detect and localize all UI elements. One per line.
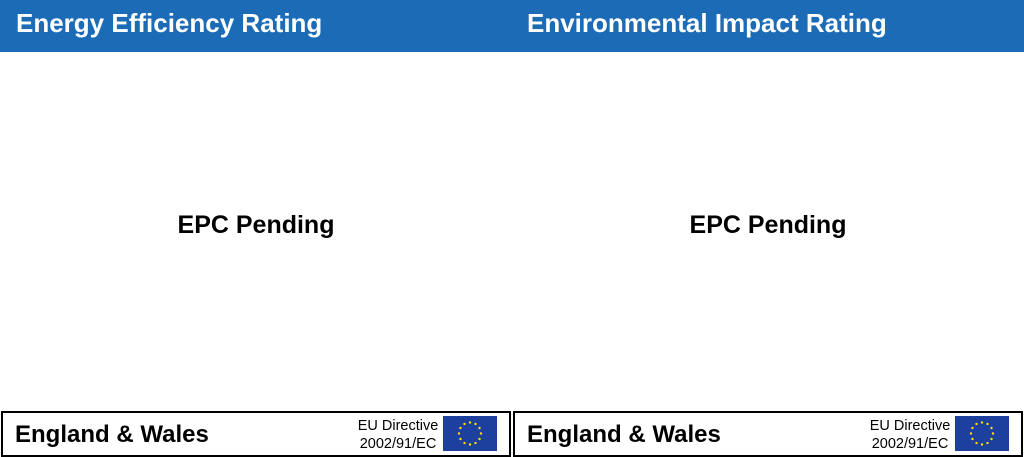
directive-label: EU Directive 2002/91/EC <box>348 417 448 453</box>
flag-star <box>457 432 461 435</box>
energy-status: EPC Pending <box>177 211 335 239</box>
energy-efficiency-title: Energy Efficiency Rating <box>16 8 323 38</box>
eu-flag-icon <box>955 416 1009 451</box>
flag-star <box>975 441 978 445</box>
directive-label: EU Directive 2002/91/EC <box>860 417 960 453</box>
flag-star <box>479 432 483 435</box>
flag-star <box>990 437 993 441</box>
flag-star <box>478 437 481 441</box>
flag-star <box>463 422 466 426</box>
environmental-footer: England & Wales EU Directive 2002/91/EC <box>513 411 1023 457</box>
directive-line2: 2002/91/EC <box>871 436 949 452</box>
flag-star <box>478 426 481 430</box>
flag-star <box>459 426 462 430</box>
flag-star <box>990 426 993 430</box>
flag-star <box>980 443 984 446</box>
flag-star <box>463 441 466 445</box>
environmental-status: EPC Pending <box>689 211 847 239</box>
flag-star <box>474 422 477 426</box>
flag-star <box>986 441 989 445</box>
flag-star <box>991 432 995 435</box>
directive-line1: EU Directive <box>869 418 951 434</box>
flag-star <box>459 437 462 441</box>
flag-star <box>468 443 472 446</box>
flag-star <box>986 422 989 426</box>
country-label: England & Wales <box>527 421 721 448</box>
flag-star <box>971 437 974 441</box>
environmental-impact-title: Environmental Impact Rating <box>527 8 887 38</box>
directive-line1: EU Directive <box>357 418 439 434</box>
header-bar: Energy Efficiency Rating Environmental I… <box>0 0 1024 52</box>
directive-line2: 2002/91/EC <box>359 436 437 452</box>
flag-star <box>474 441 477 445</box>
energy-footer: England & Wales EU Directive 2002/91/EC <box>1 411 511 457</box>
flag-star <box>980 421 984 424</box>
eu-flag-icon <box>443 416 497 451</box>
flag-star <box>468 421 472 424</box>
country-label: England & Wales <box>15 421 209 448</box>
flag-star <box>969 432 973 435</box>
flag-star <box>975 422 978 426</box>
flag-star <box>971 426 974 430</box>
